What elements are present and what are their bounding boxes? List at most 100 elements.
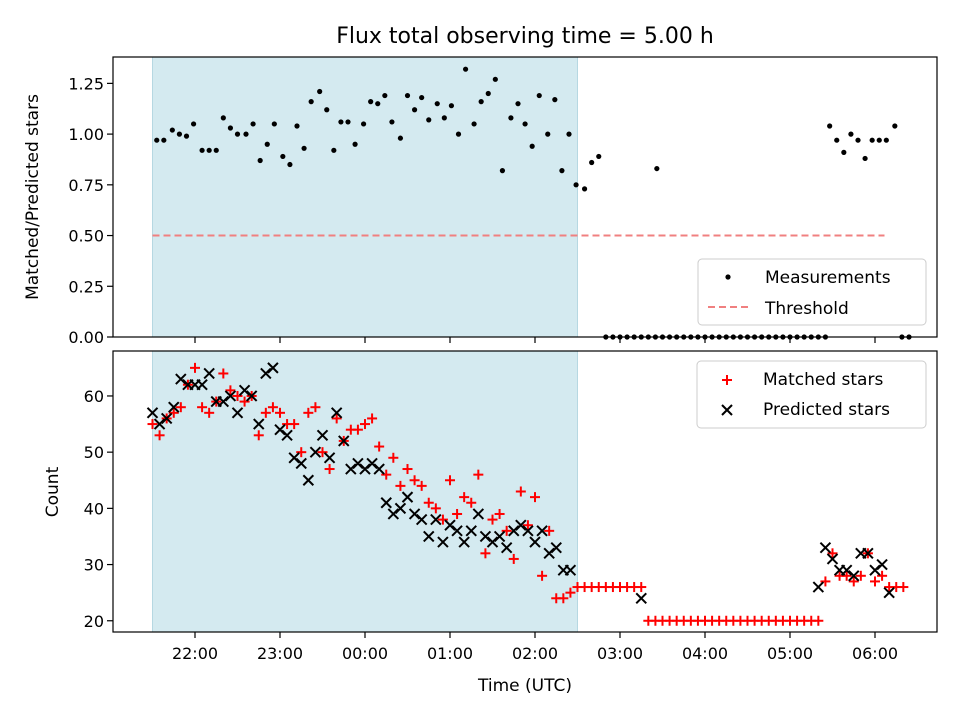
ratio-x-ticks xyxy=(194,337,876,343)
matched-star-point xyxy=(480,548,491,559)
matched-star-point xyxy=(494,508,505,519)
matched-star-point xyxy=(487,514,498,525)
matched-star-point xyxy=(395,480,406,491)
y-tick: 0.25 xyxy=(68,277,113,296)
matched-star-point xyxy=(530,492,540,503)
predicted-star-point xyxy=(415,513,428,526)
measurement-point xyxy=(382,92,388,99)
predicted-star-point xyxy=(153,418,166,430)
measurement-point xyxy=(434,101,440,107)
matched-star-point xyxy=(445,475,455,486)
predicted-star-point xyxy=(175,373,187,385)
matched-star-point xyxy=(289,419,300,430)
y-tick-label: 30 xyxy=(84,556,104,575)
x-tick: 23:00 xyxy=(257,632,303,663)
x-tick-label: 01:00 xyxy=(427,644,473,663)
measurement-point xyxy=(589,159,595,166)
measurement-point xyxy=(455,131,462,137)
predicted-star-point xyxy=(862,547,874,560)
predicted-star-point xyxy=(451,525,463,537)
measurement-point xyxy=(508,115,514,121)
measurement-point xyxy=(368,99,374,105)
count-x-ticks: 22:00 23:00 00:00 01:00 02:00 03:00 04:00 05:00… xyxy=(172,632,898,663)
matched-star-point xyxy=(437,514,448,525)
matched-star-point xyxy=(275,407,285,418)
predicted-star-point xyxy=(500,541,513,554)
x-tick-label: 06:00 xyxy=(852,644,898,663)
measurement-point xyxy=(827,123,833,129)
predicted-star-point xyxy=(295,457,307,470)
matched-star-point xyxy=(204,407,215,418)
predicted-star-point xyxy=(380,497,392,509)
x-tick-label: 22:00 xyxy=(172,644,218,663)
predicted-star-point xyxy=(430,513,442,526)
measurement-point xyxy=(375,101,381,107)
matched-star-point xyxy=(310,402,321,413)
matched-star-point xyxy=(147,419,158,430)
predicted-star-point xyxy=(826,553,839,565)
measurement-point xyxy=(478,99,484,105)
matched-star-point xyxy=(877,570,888,581)
measurement-point xyxy=(324,107,330,113)
y-tick: 1.00 xyxy=(68,125,113,144)
predicted-star-point xyxy=(423,530,435,543)
measurement-point xyxy=(264,141,270,147)
y-tick: 0.00 xyxy=(68,328,113,347)
matched-star-point xyxy=(537,570,548,581)
matched-star-point xyxy=(452,508,463,519)
measurement-point xyxy=(536,92,542,99)
predicted-star-point xyxy=(819,541,832,554)
x-tick-label: 02:00 xyxy=(512,644,558,663)
measurement-point xyxy=(213,147,219,153)
x-tick: 22:00 xyxy=(172,632,218,663)
measurement-point xyxy=(397,135,404,141)
x-tick: 00:00 xyxy=(342,632,388,663)
matched-star-point xyxy=(466,497,477,508)
matched-star-point xyxy=(374,441,385,452)
x-tick: 04:00 xyxy=(682,632,728,663)
count-y-ticks: 20 30 40 50 60 xyxy=(84,387,113,631)
matched-star-point xyxy=(168,407,179,418)
matched-star-point xyxy=(317,447,328,458)
measurement-point xyxy=(338,119,344,125)
predicted-star-point xyxy=(168,401,180,413)
predicted-star-point xyxy=(359,463,371,475)
predicted-star-point xyxy=(203,367,215,380)
matched-star-point xyxy=(515,486,526,497)
predicted-star-point xyxy=(522,525,534,537)
measurement-point xyxy=(522,121,528,127)
measurement-point xyxy=(317,88,323,95)
predicted-star-point xyxy=(635,592,647,604)
measurement-point xyxy=(360,121,367,127)
measurement-point xyxy=(559,168,565,174)
predicted-star-point xyxy=(437,536,449,548)
matched-star-point xyxy=(175,402,186,413)
matched-star-point xyxy=(813,615,824,626)
predicted-star-point xyxy=(345,463,357,475)
y-tick: 50 xyxy=(84,443,113,462)
predicted-star-point xyxy=(876,558,888,571)
predicted-star-point xyxy=(260,367,272,380)
x-tick-label: 05:00 xyxy=(767,644,813,663)
measurements-legend-marker xyxy=(725,274,731,280)
observing-window-span-lower xyxy=(152,350,578,633)
matched-star-point xyxy=(197,402,208,413)
measurement-point xyxy=(529,143,535,149)
measurement-point xyxy=(280,153,286,160)
ratio-legend: Measurements Threshold xyxy=(697,258,927,326)
predicted-star-point xyxy=(408,508,421,520)
measurement-point xyxy=(206,147,212,153)
measurement-point xyxy=(234,131,241,137)
x-tick-label: 00:00 xyxy=(342,644,388,663)
measurement-point xyxy=(426,117,432,123)
measurement-point xyxy=(404,92,411,99)
matched-star-point xyxy=(409,475,420,486)
count-y-axis-label: Count xyxy=(43,466,63,517)
measurement-point xyxy=(654,165,660,172)
matched-star-point xyxy=(423,497,434,508)
matched-star-point xyxy=(352,424,363,435)
measurement-point xyxy=(183,133,190,139)
predicted-star-point xyxy=(338,435,350,447)
measurement-point xyxy=(287,161,293,168)
measurement-point xyxy=(471,121,477,127)
